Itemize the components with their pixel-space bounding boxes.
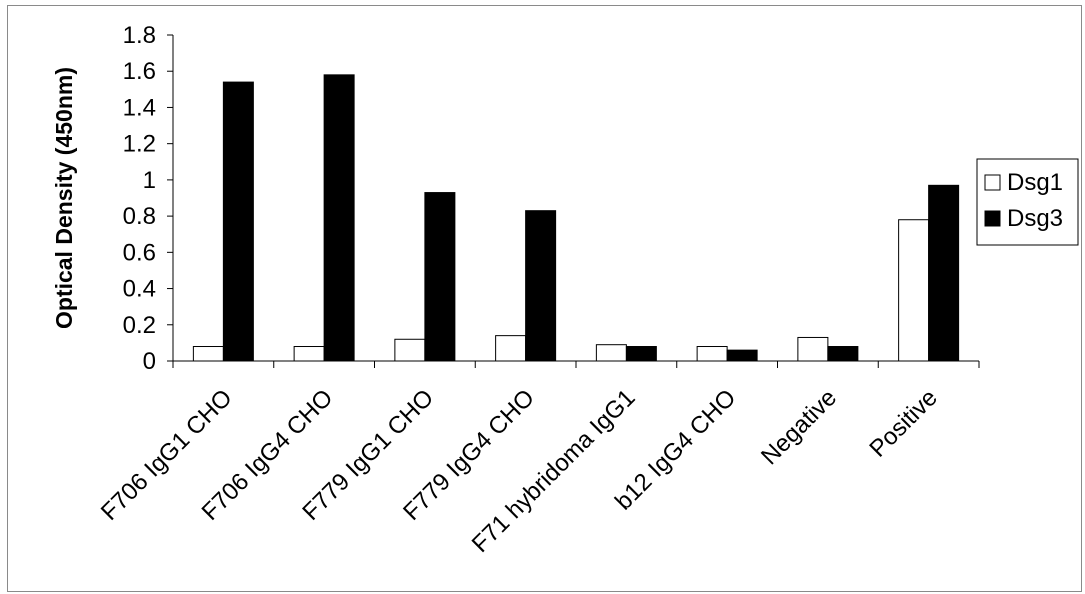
chart-frame	[7, 5, 1082, 592]
y-axis-ticks: 0 0.2 0.4 0.6 0.8 1 1.2 1.4 1.6 1.8	[123, 22, 173, 375]
legend-label-dsg3: Dsg3	[1007, 205, 1063, 232]
category-label: F71 hybridoma IgG1	[467, 384, 641, 558]
category-label: Negative	[756, 384, 842, 470]
bars	[192, 74, 960, 362]
y-tick-label: 0.4	[123, 276, 156, 303]
bar-dsg1	[192, 346, 224, 362]
legend-box	[976, 158, 1079, 246]
x-axis-ticks	[172, 361, 980, 368]
y-tick-label: 0.2	[123, 312, 156, 339]
legend-swatch-dsg3	[984, 210, 1001, 227]
legend-swatch-dsg1	[984, 174, 1001, 191]
bar-dsg1	[696, 346, 728, 362]
bar-dsg1	[394, 338, 426, 362]
bar-dsg3	[222, 81, 254, 362]
y-axis-title: Optical Density (450nm)	[51, 67, 77, 329]
category-label: Positive	[864, 384, 943, 463]
legend: Dsg1 Dsg3	[976, 158, 1079, 246]
bar-dsg1	[495, 335, 527, 362]
y-axis-title-group: Optical Density (450nm)	[51, 67, 77, 329]
bar-dsg3	[827, 346, 859, 362]
bar-dsg3	[525, 210, 557, 362]
bar-dsg1	[898, 219, 930, 362]
y-tick-label: 1.2	[123, 131, 156, 158]
bar-dsg3	[424, 192, 456, 362]
y-tick-label: 0	[143, 348, 156, 375]
bar-dsg1	[797, 336, 829, 362]
axes	[172, 35, 979, 362]
bar-dsg1	[293, 346, 325, 362]
y-tick-label: 0.6	[123, 239, 156, 266]
bar-dsg3	[928, 184, 960, 362]
y-tick-label: 1.4	[123, 94, 156, 121]
y-tick-label: 0.8	[123, 203, 156, 230]
y-tick-label: 1.6	[123, 58, 156, 85]
bar-dsg3	[323, 74, 355, 362]
y-tick-label: 1.8	[123, 22, 156, 49]
legend-label-dsg1: Dsg1	[1007, 169, 1063, 196]
bar-dsg3	[625, 346, 657, 362]
bar-dsg1	[595, 344, 627, 362]
y-tick-label: 1	[143, 167, 156, 194]
bar-dsg3	[726, 349, 758, 362]
